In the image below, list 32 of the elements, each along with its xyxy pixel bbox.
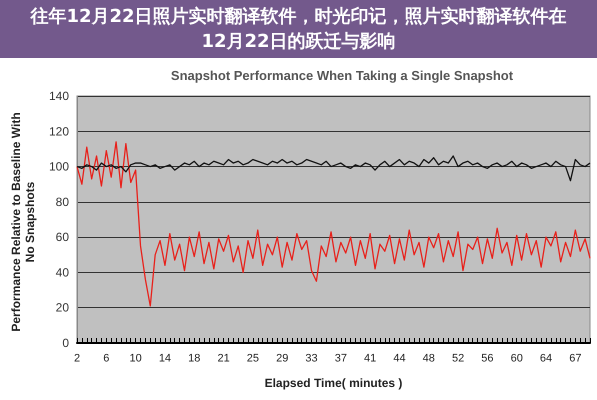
x-tick-label: 56 xyxy=(481,352,494,364)
y-axis-title: Performance Relative to Baseline With No Snapshots xyxy=(9,112,37,332)
x-tick-label: 44 xyxy=(393,352,406,364)
x-tick-label: 67 xyxy=(569,352,582,364)
x-tick-label: 33 xyxy=(305,352,318,364)
y-tick-label: 20 xyxy=(56,300,70,315)
y-tick-label: 100 xyxy=(48,160,70,174)
line-series xyxy=(76,141,591,307)
x-tick-label: 41 xyxy=(364,352,376,364)
x-tick-label: 6 xyxy=(103,352,110,364)
y-tick-label: 0 xyxy=(62,336,70,350)
x-tick-label: 52 xyxy=(452,352,464,364)
x-tick-label: 64 xyxy=(540,352,552,364)
x-tick-label: 29 xyxy=(276,352,288,364)
x-tick-label: 10 xyxy=(130,352,142,364)
x-tick-label: 37 xyxy=(334,352,347,364)
line-series xyxy=(76,155,591,182)
text: 往年12月22日照片实时翻译软件，时光印记，照片实时翻译软件在12月22日的跃迁与影响 xyxy=(0,0,597,58)
y-tick-label: 60 xyxy=(56,230,70,244)
y-tick-label: 40 xyxy=(56,265,70,280)
x-axis-title: Elapsed Time( minutes ) xyxy=(264,376,402,390)
y-tick-label: 80 xyxy=(56,194,70,209)
x-tick-label: 60 xyxy=(510,352,523,364)
x-tick-label: 25 xyxy=(246,352,260,364)
x-tick-label: 48 xyxy=(422,352,435,364)
x-tick-label: 21 xyxy=(217,352,230,364)
y-tick-label: 120 xyxy=(48,124,70,138)
x-tick-label: 2 xyxy=(74,352,80,364)
x-tick-label: 18 xyxy=(188,352,200,364)
x-tick-label: 14 xyxy=(158,352,172,364)
y-tick-label: 140 xyxy=(48,89,70,103)
chart-title: Snapshot Performance When Taking a Single Snapshot xyxy=(170,68,514,83)
